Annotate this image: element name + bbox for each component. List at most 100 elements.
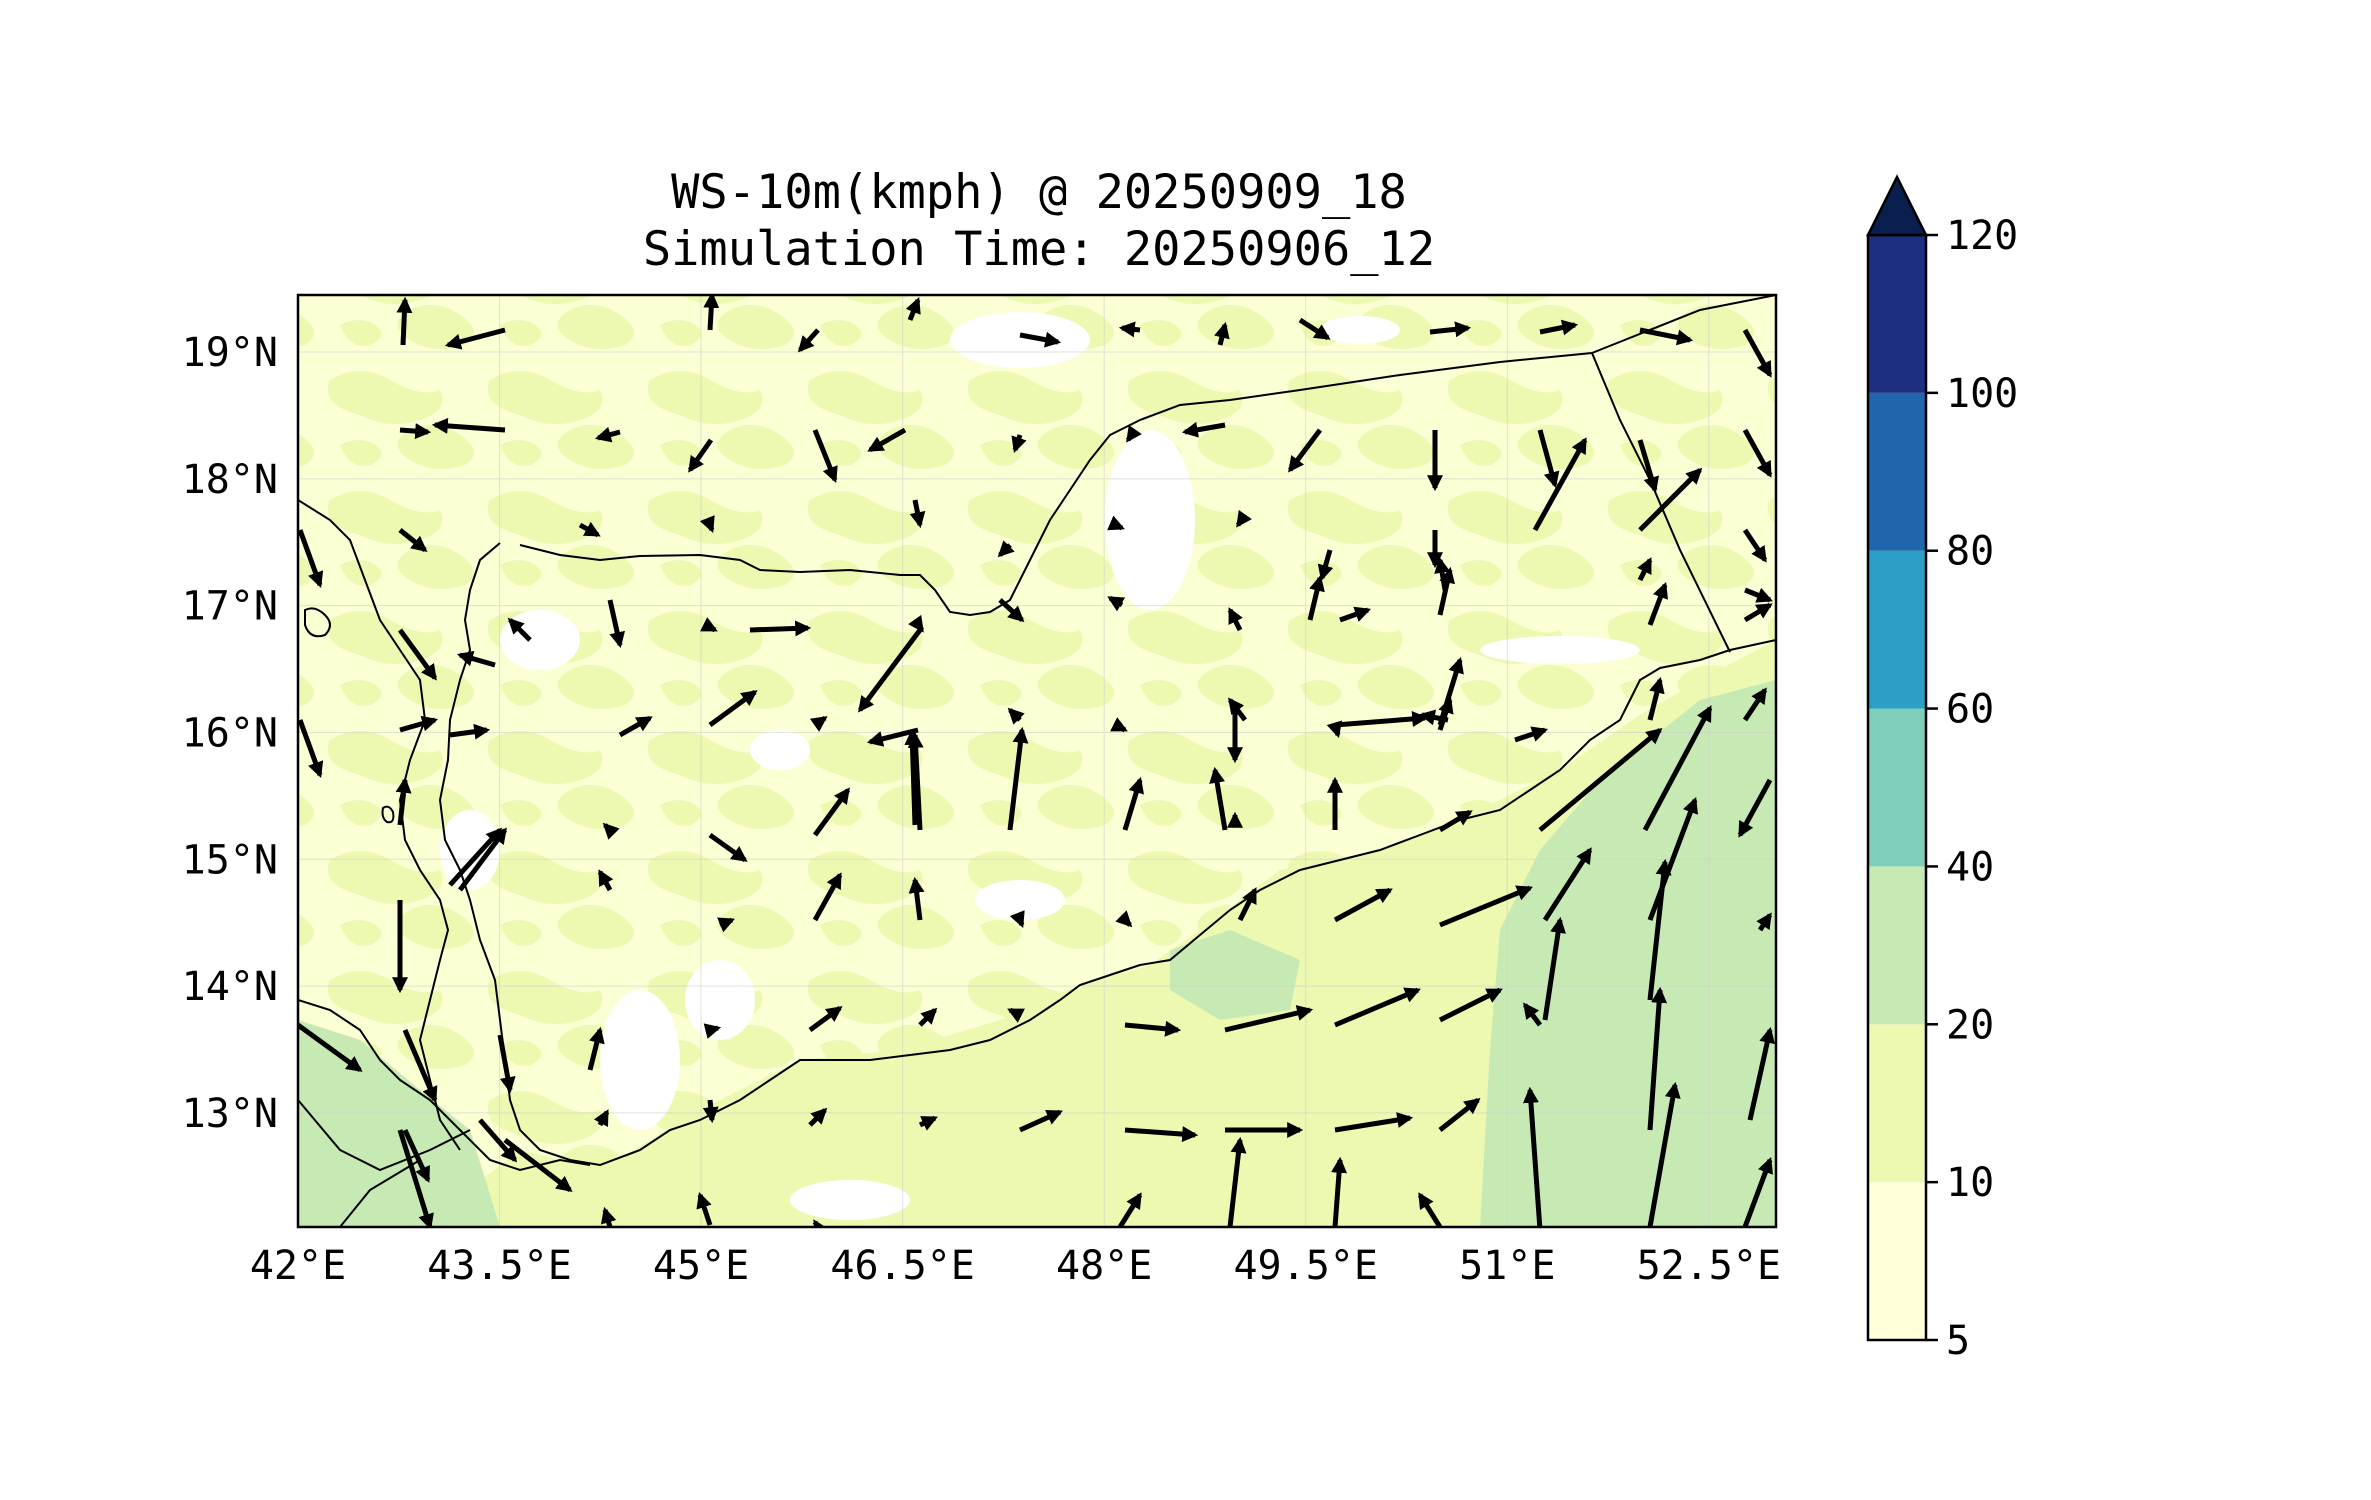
shading-gulf-of-aden (420, 640, 1776, 1227)
wind-arrow (1522, 1086, 1543, 1227)
wind-arrow (812, 429, 838, 483)
wind-arrow (431, 417, 506, 434)
colorbar-label: 40 (1946, 844, 1994, 890)
wind-arrow (298, 719, 324, 779)
colorbar-segment (1868, 235, 1926, 393)
wind-arrow (398, 528, 428, 552)
wind-arrow (1288, 428, 1322, 473)
wind-arrow (1331, 1156, 1348, 1227)
wind-arrow (1742, 428, 1773, 478)
border-africa-2 (339, 1159, 421, 1227)
wind-arrow (1235, 509, 1252, 528)
lon-tick-label: 43.5°E (427, 1243, 572, 1289)
wind-arrow (1018, 1109, 1063, 1133)
wind-arrow (1532, 437, 1588, 532)
wind-arrow (1333, 887, 1393, 923)
lon-tick-label: 49.5°E (1233, 1243, 1378, 1289)
wind-arrow (597, 869, 614, 892)
wind-arrow (699, 515, 715, 533)
wind-arrow (587, 1026, 605, 1071)
wind-arrow (594, 426, 621, 443)
wind-arrow (812, 787, 851, 837)
wind-arrow (1743, 602, 1773, 623)
wind-arrow (1007, 1007, 1026, 1023)
lat-tick-label: 17°N (182, 584, 278, 630)
wind-arrow (908, 876, 925, 921)
wind-arrow (1429, 321, 1472, 338)
island-farasan (304, 607, 331, 638)
wind-arrow (1637, 439, 1659, 494)
colorbar-label: 100 (1946, 371, 2018, 417)
wind-arrow (1214, 321, 1230, 346)
wind-arrow (1642, 705, 1713, 832)
wind-arrow (1514, 726, 1549, 743)
wind-arrow (1742, 687, 1768, 722)
colorbar-frame (1866, 233, 1928, 1342)
wind-arrow (1117, 1192, 1143, 1227)
wind-arrow (1747, 1026, 1776, 1121)
wind-arrow (1011, 434, 1027, 454)
wind-arrow (449, 723, 491, 740)
wind-arrow (1118, 321, 1141, 338)
wind-arrow (444, 327, 506, 350)
wind-arrow (1539, 319, 1579, 336)
colorbar-segment (1868, 708, 1926, 867)
wind-arrow (808, 1107, 828, 1127)
colorbar-extend-arrow (1865, 174, 1929, 237)
wind-arrow (1438, 1098, 1481, 1132)
wind-arrow (1438, 809, 1473, 833)
wind-arrow (1124, 1126, 1199, 1143)
wind-arrow (809, 715, 828, 732)
lon-tick-label: 42°E (250, 1243, 346, 1289)
chart-title-line2: Simulation Time: 20250906_12 (642, 222, 1436, 277)
wind-arrow (1227, 1136, 1247, 1227)
wind-arrow (1227, 607, 1243, 632)
wind-vectors (298, 295, 1776, 1227)
wind-arrow (1647, 858, 1672, 1001)
map-panel (298, 295, 1776, 1227)
wind-arrow (1647, 582, 1668, 626)
map-frame (296, 293, 1778, 1229)
wind-arrow (858, 628, 922, 713)
wind-arrow (1439, 885, 1533, 928)
wind-arrow (402, 1128, 431, 1183)
wind-arrow (1107, 595, 1126, 612)
wind-arrow (998, 598, 1025, 623)
wind-arrow (578, 521, 601, 538)
colorbar-segment (1868, 1024, 1926, 1183)
colorbar-label: 80 (1946, 529, 1994, 575)
wind-arrow (1523, 1002, 1542, 1027)
wind-arrow (687, 438, 714, 473)
wind-arrow (1307, 574, 1325, 621)
wind-arrow (607, 599, 626, 649)
wind-arrow (1438, 987, 1503, 1023)
shading-sea-20-40-b (1170, 930, 1300, 1020)
wind-arrow (1638, 467, 1703, 532)
wind-arrow (708, 832, 748, 863)
wind-arrow (458, 827, 507, 892)
wind-arrow (298, 529, 324, 589)
wind-arrow (1007, 726, 1029, 831)
wind-arrow (1298, 317, 1331, 341)
wind-arrow (1647, 986, 1668, 1131)
wind-arrow (1537, 429, 1560, 489)
wind-arrow (1647, 676, 1665, 721)
colorbar-label: 120 (1946, 213, 2018, 259)
wind-arrow (497, 1034, 516, 1094)
lat-tick-label: 18°N (182, 457, 278, 503)
wind-arrow (918, 1115, 938, 1131)
wind-arrow (703, 295, 720, 331)
colorbar-label: 10 (1946, 1160, 1994, 1206)
colorbar-label: 5 (1946, 1318, 1970, 1364)
wind-arrow (1107, 515, 1125, 531)
border-saudi-yemen (519, 352, 1593, 617)
wind-arrow (1637, 557, 1653, 582)
wind-arrow (1756, 912, 1773, 932)
wind-arrow (1647, 797, 1698, 921)
wind-arrow (749, 620, 812, 637)
wind-arrow (867, 427, 907, 453)
wind-arrow (395, 776, 412, 826)
wind-arrow (399, 715, 439, 733)
wind-arrow (797, 328, 820, 353)
